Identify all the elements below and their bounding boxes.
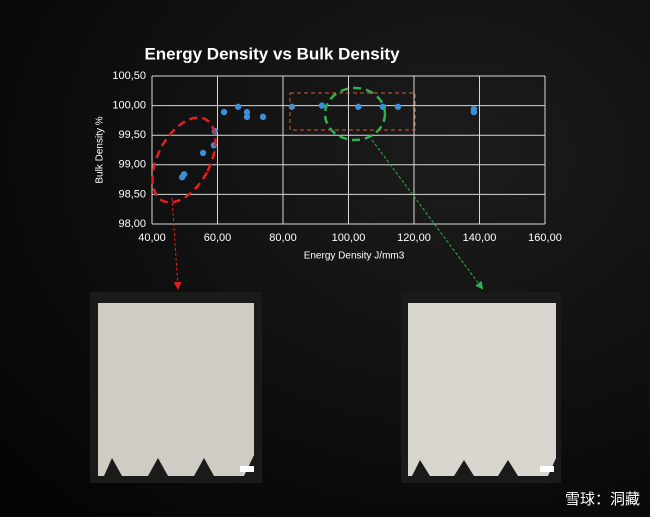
point bbox=[243, 113, 251, 121]
y-tick-label: 100,50 bbox=[112, 70, 146, 82]
y-tick-label: 98,00 bbox=[118, 218, 146, 230]
micrograph-right bbox=[401, 292, 561, 483]
x-tick-label: 160,00 bbox=[528, 232, 562, 244]
point bbox=[180, 171, 188, 178]
point bbox=[259, 113, 267, 121]
point bbox=[394, 103, 402, 110]
x-axis-title: Energy Density J/mm3 bbox=[304, 251, 405, 262]
scale-bar bbox=[240, 466, 254, 472]
x-tick-label: 80,00 bbox=[269, 232, 297, 244]
range-box bbox=[289, 92, 416, 131]
x-tick-label: 100,00 bbox=[332, 232, 366, 244]
red-arrow bbox=[171, 197, 182, 290]
watermark: 雪球：洞藏 bbox=[565, 491, 640, 508]
point bbox=[234, 103, 242, 110]
micrograph-left bbox=[90, 292, 262, 483]
y-tick-label: 99,00 bbox=[118, 159, 146, 171]
plot-area: 98,00 98,50 99,00 99,50 100,00 100,50 40,00 60,… bbox=[112, 70, 561, 244]
sample bbox=[408, 303, 556, 476]
point bbox=[355, 103, 362, 110]
green-highlight bbox=[323, 86, 387, 142]
y-tick-label: 98,50 bbox=[118, 188, 146, 200]
scale-bar bbox=[540, 466, 554, 472]
y-axis-title: Bulk Density % bbox=[95, 116, 106, 183]
chart-title: Energy Density vs Bulk Density bbox=[144, 44, 400, 63]
point bbox=[318, 102, 326, 109]
y-tick-label: 100,00 bbox=[112, 100, 146, 112]
point bbox=[199, 149, 207, 157]
x-tick-label: 120,00 bbox=[397, 232, 431, 244]
x-tick-label: 60,00 bbox=[204, 232, 232, 244]
x-tick-label: 40,00 bbox=[138, 232, 166, 244]
sample bbox=[98, 303, 254, 476]
red-highlight bbox=[151, 116, 217, 204]
point bbox=[243, 108, 251, 116]
x-tick-label: 140,00 bbox=[463, 232, 497, 244]
point bbox=[220, 108, 228, 116]
green-arrow bbox=[371, 139, 484, 290]
point bbox=[470, 108, 478, 116]
y-tick-label: 99,50 bbox=[118, 129, 146, 141]
